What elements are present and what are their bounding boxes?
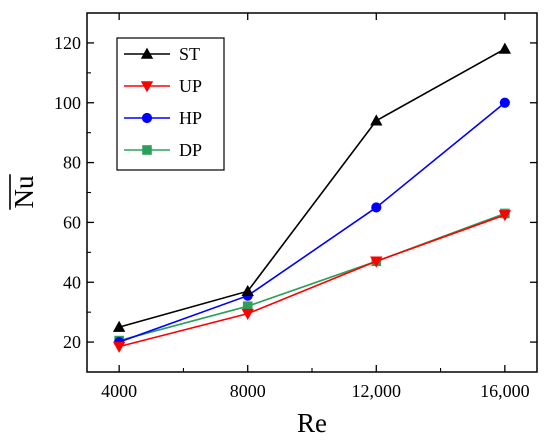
data-point xyxy=(112,320,126,332)
series-line-up xyxy=(118,214,506,348)
legend: ST UP HP DP xyxy=(116,37,225,171)
y-tick-label: 100 xyxy=(54,93,81,113)
legend-label: DP xyxy=(179,140,202,160)
data-point xyxy=(370,114,383,126)
data-point xyxy=(499,97,510,108)
y-axis-title: Nu xyxy=(9,175,39,208)
x-axis-title: Re xyxy=(297,408,327,438)
y-tick-label: 60 xyxy=(63,212,81,232)
data-point xyxy=(241,308,254,320)
legend-label: UP xyxy=(179,76,202,96)
data-point xyxy=(371,202,382,213)
legend-entry: ST xyxy=(124,44,200,64)
data-point xyxy=(498,42,512,54)
data-point xyxy=(498,210,512,222)
x-tick-label: 12,000 xyxy=(352,381,402,401)
data-point xyxy=(241,284,254,297)
legend-marker xyxy=(142,145,152,155)
series-line-st xyxy=(118,48,506,328)
x-tick-label: 8000 xyxy=(230,381,266,401)
legend-marker xyxy=(140,81,154,93)
legend-label: HP xyxy=(179,108,202,128)
legend-box xyxy=(116,37,225,171)
series-up xyxy=(112,210,512,353)
legend-entry: HP xyxy=(124,108,202,128)
data-point xyxy=(370,256,383,268)
legend-label: ST xyxy=(179,44,200,64)
series-dp xyxy=(114,208,510,346)
legend-entry: UP xyxy=(124,76,202,96)
legend-entry: DP xyxy=(124,140,202,160)
y-tick-label: 40 xyxy=(63,272,81,292)
legend-marker xyxy=(141,112,153,124)
y-tick-label: 20 xyxy=(63,332,81,352)
series-layer xyxy=(112,42,512,353)
axes: 4000 8000 12,000 16,000 20 40 60 80 100 120 xyxy=(54,13,537,401)
x-tick-label: 4000 xyxy=(101,381,137,401)
y-axis-title-group: Nu xyxy=(9,175,39,208)
data-point xyxy=(112,341,126,353)
y-tick-label: 80 xyxy=(63,153,81,173)
series-line-hp xyxy=(118,102,506,343)
y-tick-label: 120 xyxy=(54,33,81,53)
series-st xyxy=(112,42,512,332)
legend-marker xyxy=(140,47,154,59)
x-tick-label: 16,000 xyxy=(480,381,530,401)
